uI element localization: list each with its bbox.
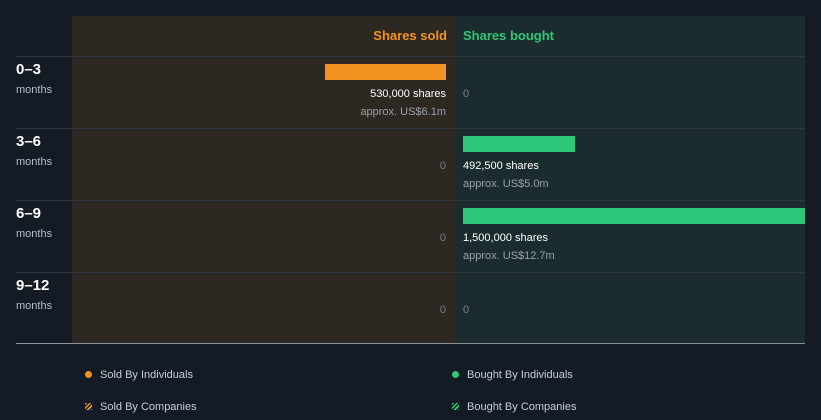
legend-item: Sold By Individuals xyxy=(85,369,193,381)
bought-zero-label: 0 xyxy=(463,88,470,100)
sold-zero-label: 0 xyxy=(439,232,446,244)
row-separator xyxy=(16,200,805,201)
sold-approx-label: approx. US$6.1m xyxy=(360,106,446,118)
row-unit: months xyxy=(16,84,53,96)
row-separator xyxy=(16,56,805,57)
sold-zero-label: 0 xyxy=(439,304,446,316)
bought-approx-label: approx. US$5.0m xyxy=(463,178,549,190)
row-label: 0–3 months xyxy=(16,60,52,96)
row-separator xyxy=(16,128,805,129)
shares-sold-header: Shares sold xyxy=(373,28,447,43)
bought-bar xyxy=(463,136,575,152)
legend-label: Bought By Companies xyxy=(467,401,577,413)
row-unit: months xyxy=(16,228,53,240)
row-range: 9–12 xyxy=(16,277,50,294)
legend-item: Bought By Companies xyxy=(452,401,576,413)
bought-approx-label: approx. US$12.7m xyxy=(463,250,555,262)
row-separator xyxy=(16,272,805,273)
legend-item: Sold By Companies xyxy=(85,401,197,413)
legend-dot-icon xyxy=(85,370,92,378)
legend-label: Sold By Individuals xyxy=(100,369,193,381)
row-range: 3–6 xyxy=(16,133,42,150)
legend-label: Sold By Companies xyxy=(100,401,197,413)
row-range: 0–3 xyxy=(16,61,42,78)
row-label: 3–6 months xyxy=(16,132,52,168)
shares-bought-header: Shares bought xyxy=(463,28,555,43)
row-range: 6–9 xyxy=(16,205,42,222)
bought-shares-label: 492,500 shares xyxy=(463,160,539,172)
bought-zero-label: 0 xyxy=(463,304,470,316)
bought-panel xyxy=(455,16,805,343)
row-label: 6–9 months xyxy=(16,204,52,240)
bought-shares-label: 1,500,000 shares xyxy=(463,232,549,244)
row-unit: months xyxy=(16,300,53,312)
row-unit: months xyxy=(16,156,53,168)
bought-bar xyxy=(463,208,805,224)
sold-zero-label: 0 xyxy=(439,160,446,172)
sold-bar xyxy=(325,64,446,80)
legend-hatch-icon xyxy=(452,402,459,410)
legend-hatch-icon xyxy=(85,402,92,410)
chart-baseline xyxy=(16,343,805,344)
sold-shares-label: 530,000 shares xyxy=(370,88,446,100)
legend-dot-icon xyxy=(452,370,459,378)
legend-item: Bought By Individuals xyxy=(452,369,573,381)
row-label: 9–12 months xyxy=(16,276,52,312)
legend-label: Bought By Individuals xyxy=(467,369,573,381)
